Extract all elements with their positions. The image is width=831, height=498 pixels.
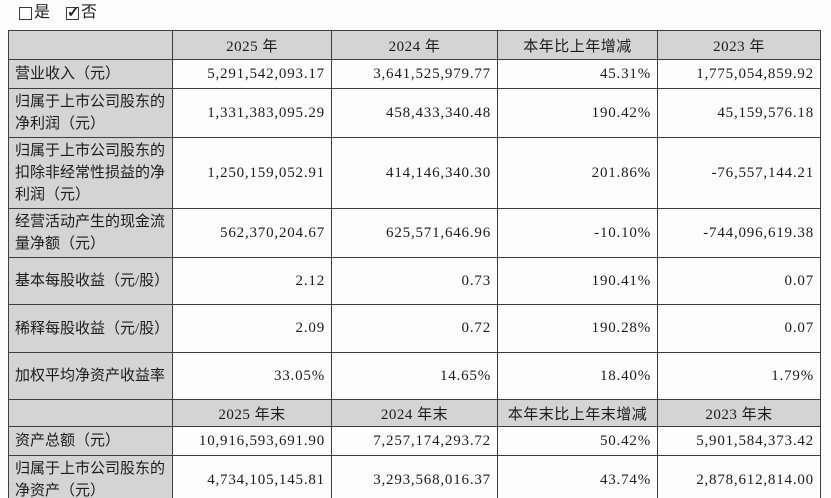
key-financial-data-table: 2025 年 2024 年 本年比上年增减 2023 年 营业收入（元） 5,2…: [8, 30, 821, 498]
check-icon: ✓: [67, 4, 80, 21]
cell-change: -10.10%: [497, 208, 658, 258]
cell-2023: 1,775,054,859.92: [657, 59, 821, 89]
cell-2023: 5,901,584,373.42: [657, 426, 821, 456]
table-row-net-profit: 归属于上市公司股东的净利润（元） 1,331,383,095.29 458,43…: [8, 88, 821, 138]
cell-2024: 625,571,646.96: [331, 208, 498, 258]
cell-2024: 14.65%: [331, 352, 498, 400]
cell-change: 190.41%: [497, 257, 658, 305]
cell-2023: -744,096,619.38: [657, 208, 821, 258]
cell-2024: 7,257,174,293.72: [331, 426, 498, 456]
row-label: 营业收入（元）: [8, 59, 173, 89]
table-row-operating-cash-flow: 经营活动产生的现金流量净额（元） 562,370,204.67 625,571,…: [8, 208, 821, 258]
row-label: 稀释每股收益（元/股）: [8, 304, 173, 353]
cell-2023: 2,878,612,814.00: [657, 455, 821, 498]
cell-change: 190.42%: [497, 88, 658, 138]
cell-2025: 1,331,383,095.29: [172, 88, 332, 138]
table-row-total-assets: 资产总额（元） 10,916,593,691.90 7,257,174,293.…: [8, 426, 821, 456]
row-label: 资产总额（元）: [8, 426, 173, 456]
row-label: 基本每股收益（元/股）: [8, 257, 173, 305]
table-row-weighted-avg-roe: 加权平均净资产收益率 33.05% 14.65% 18.40% 1.79%: [8, 352, 821, 400]
cell-change: 43.74%: [497, 455, 658, 498]
cell-2025: 2.09: [172, 304, 332, 353]
yes-no-checkline: 是 ✓ 否: [19, 3, 108, 26]
cell-change: 45.31%: [497, 59, 658, 89]
header-blank-cell: [8, 399, 173, 427]
checkbox-no[interactable]: ✓ 否: [66, 3, 98, 23]
table-row-diluted-eps: 稀释每股收益（元/股） 2.09 0.72 190.28% 0.07: [8, 304, 821, 353]
header-yoy-change: 本年比上年增减: [497, 30, 658, 60]
checkbox-no-box-icon[interactable]: ✓: [66, 5, 80, 21]
cell-2025: 2.12: [172, 257, 332, 305]
cell-2025: 1,250,159,052.91: [172, 137, 332, 209]
row-label: 归属于上市公司股东的净利润（元）: [8, 88, 173, 138]
cell-2023: 0.07: [657, 304, 821, 353]
row-label: 加权平均净资产收益率: [8, 352, 173, 400]
cell-2025: 4,734,105,145.81: [172, 455, 332, 498]
cell-2025: 5,291,542,093.17: [172, 59, 332, 89]
header-year-end-change: 本年末比上年末增减: [497, 399, 658, 427]
cell-2023: 45,159,576.18: [657, 88, 821, 138]
cell-2023: 0.07: [657, 257, 821, 305]
row-label: 归属于上市公司股东的扣除非经常性损益的净利润（元）: [8, 137, 173, 209]
cell-change: 190.28%: [497, 304, 658, 353]
cell-2024: 0.73: [331, 257, 498, 305]
cell-2024: 3,293,568,016.37: [331, 455, 498, 498]
header-2023-end: 2023 年末: [657, 399, 821, 427]
cell-2025: 33.05%: [172, 352, 332, 400]
cell-2024: 3,641,525,979.77: [331, 59, 498, 89]
checkbox-yes-label: 是: [34, 4, 52, 21]
table-row-basic-eps: 基本每股收益（元/股） 2.12 0.73 190.41% 0.07: [8, 257, 821, 305]
cell-change: 18.40%: [497, 352, 658, 400]
cell-2024: 414,146,340.30: [331, 137, 498, 209]
header-2025-end: 2025 年末: [172, 399, 332, 427]
row-label: 经营活动产生的现金流量净额（元）: [8, 208, 173, 258]
cell-2025: 10,916,593,691.90: [172, 426, 332, 456]
cell-2025: 562,370,204.67: [172, 208, 332, 258]
header-2024-end: 2024 年末: [331, 399, 498, 427]
cell-change: 50.42%: [497, 426, 658, 456]
row-label: 归属于上市公司股东的净资产（元）: [8, 455, 173, 498]
table-row-net-profit-excl-nonrecurring: 归属于上市公司股东的扣除非经常性损益的净利润（元） 1,250,159,052.…: [8, 137, 821, 209]
table-row-revenue: 营业收入（元） 5,291,542,093.17 3,641,525,979.7…: [8, 59, 821, 89]
cell-2024: 458,433,340.48: [331, 88, 498, 138]
header-row-year-end: 2025 年末 2024 年末 本年末比上年末增减 2023 年末: [8, 399, 821, 427]
cell-2023: 1.79%: [657, 352, 821, 400]
header-2025: 2025 年: [172, 30, 332, 60]
checkbox-yes-box-icon[interactable]: [19, 6, 32, 20]
table-row-net-assets: 归属于上市公司股东的净资产（元） 4,734,105,145.81 3,293,…: [8, 455, 821, 498]
header-2023: 2023 年: [657, 30, 821, 60]
header-row-annual: 2025 年 2024 年 本年比上年增减 2023 年: [8, 30, 821, 60]
cell-2023: -76,557,144.21: [657, 137, 821, 209]
cell-2024: 0.72: [331, 304, 498, 353]
cell-change: 201.86%: [497, 137, 658, 209]
checkbox-yes[interactable]: 是: [19, 3, 51, 23]
checkbox-no-label: 否: [81, 4, 99, 21]
header-blank-cell: [8, 30, 173, 60]
header-2024: 2024 年: [331, 30, 498, 60]
